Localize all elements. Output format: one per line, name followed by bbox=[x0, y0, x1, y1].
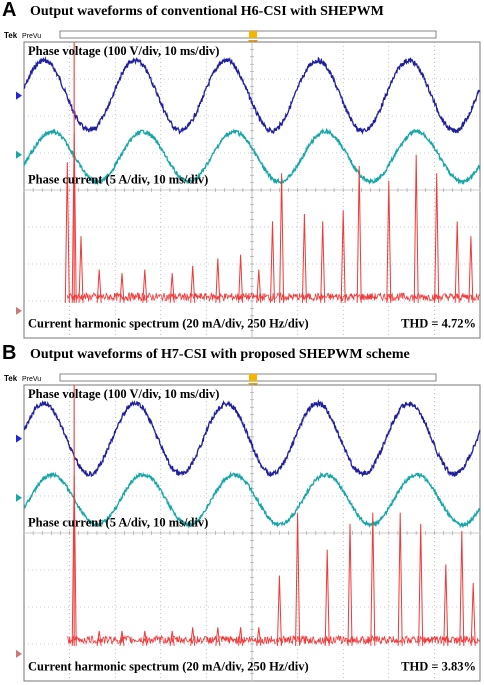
spectrum-peak bbox=[238, 627, 244, 646]
current-label: Phase current (5 A/div, 10 ms/div) bbox=[28, 173, 208, 187]
current-trace bbox=[23, 471, 481, 529]
spectrum-peak bbox=[276, 575, 282, 646]
spectrum-peak bbox=[169, 630, 175, 646]
thd-label: THD = 4.72% bbox=[401, 317, 476, 331]
spectrum-peak bbox=[468, 236, 474, 303]
voltage-trace bbox=[23, 56, 481, 136]
spectrum-peak bbox=[78, 236, 84, 303]
scope-mode: PreVu bbox=[22, 376, 41, 383]
spectrum-trace bbox=[67, 385, 481, 646]
spectrum-peak bbox=[190, 627, 196, 646]
scope-mode: PreVu bbox=[22, 33, 41, 40]
spectrum-label: Current harmonic spectrum (20 mA/div, 25… bbox=[28, 317, 309, 331]
spectrum-peak bbox=[256, 269, 262, 303]
spectrum-peak bbox=[96, 269, 102, 303]
spectrum-peak bbox=[459, 531, 465, 646]
panel-a: A Output waveforms of conventional H6-CS… bbox=[0, 0, 484, 342]
spectrum-peak bbox=[142, 269, 148, 303]
spectrum-peak bbox=[434, 173, 440, 303]
spectrum-peak bbox=[279, 173, 285, 303]
spectrum-peak bbox=[324, 549, 330, 646]
channel-marker bbox=[16, 150, 22, 159]
record-bar bbox=[59, 373, 437, 382]
panel-title: Output waveforms of H7-CSI with proposed… bbox=[30, 347, 410, 362]
current-label: Phase current (5 A/div, 10 ms/div) bbox=[28, 516, 208, 530]
spectrum-peak bbox=[256, 627, 262, 646]
record-bar bbox=[59, 30, 437, 39]
spectrum-peak bbox=[340, 210, 346, 303]
spectrum-peak bbox=[119, 630, 125, 646]
panel-b: B Output waveforms of H7-CSI with propos… bbox=[0, 342, 484, 685]
spectrum-peak bbox=[238, 254, 244, 303]
spectrum-peak bbox=[370, 512, 376, 646]
oscilloscope-screen: Tek PreVu Phase voltage (100 V/div, 10 ms/… bbox=[4, 30, 481, 339]
spectrum-peak bbox=[169, 273, 175, 303]
panel-title: Output waveforms of conventional H6-CSI … bbox=[30, 4, 384, 19]
spectrum-peak bbox=[64, 162, 70, 303]
spectrum-peak bbox=[386, 180, 392, 303]
spectrum-peak bbox=[190, 265, 196, 303]
current-trace bbox=[23, 127, 481, 186]
channel-marker bbox=[16, 306, 22, 315]
spectrum-peak bbox=[470, 582, 476, 646]
trigger-window bbox=[249, 31, 257, 38]
graticule bbox=[23, 41, 481, 339]
spectrum-peak bbox=[119, 273, 125, 303]
scope-brand: Tek bbox=[4, 374, 18, 383]
oscilloscope-screen: Tek PreVu Phase voltage (100 V/div, 10 ms/… bbox=[4, 373, 481, 682]
channel-marker bbox=[16, 91, 22, 100]
spectrum-peak bbox=[413, 154, 419, 303]
spectrum-peak bbox=[142, 630, 148, 646]
spectrum-peak bbox=[397, 512, 403, 646]
spectrum-peak bbox=[454, 221, 460, 303]
trigger-window bbox=[249, 374, 257, 381]
channel-marker bbox=[16, 434, 22, 443]
spectrum-peak bbox=[270, 221, 275, 303]
spectrum-peak bbox=[347, 523, 353, 646]
panel-label: B bbox=[2, 342, 17, 364]
spectrum-peak bbox=[356, 165, 362, 303]
channel-marker bbox=[16, 493, 22, 502]
voltage-label: Phase voltage (100 V/div, 10 ms/div) bbox=[28, 387, 219, 401]
scope-brand: Tek bbox=[4, 31, 18, 40]
spectrum-peak bbox=[301, 213, 307, 303]
channel-marker bbox=[16, 649, 22, 658]
spectrum-peak bbox=[418, 523, 424, 646]
spectrum-peak bbox=[215, 258, 221, 303]
voltage-trace bbox=[23, 398, 481, 478]
spectrum-trace bbox=[64, 42, 481, 303]
spectrum-peak bbox=[320, 221, 326, 303]
thd-label: THD = 3.83% bbox=[401, 660, 476, 674]
panel-label: A bbox=[2, 0, 17, 21]
voltage-label: Phase voltage (100 V/div, 10 ms/div) bbox=[28, 44, 219, 58]
spectrum-peak bbox=[96, 630, 102, 646]
spectrum-peak bbox=[295, 512, 301, 646]
spectrum-label: Current harmonic spectrum (20 mA/div, 25… bbox=[28, 660, 309, 674]
spectrum-peak bbox=[443, 564, 449, 646]
spectrum-peak bbox=[215, 627, 221, 646]
